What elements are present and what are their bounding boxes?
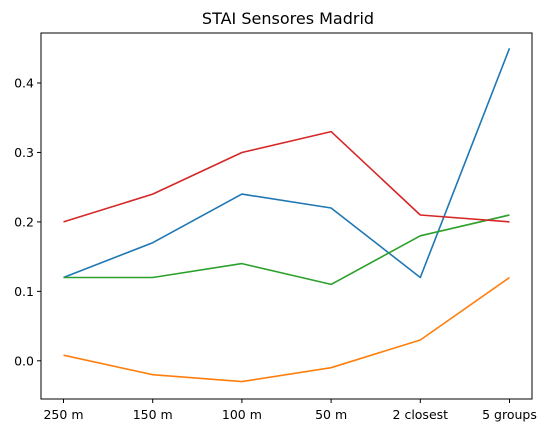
series-line-4 (63, 130, 510, 223)
plot-frame (40, 32, 533, 400)
axes-layer: 250 m 150 m 100 m 50 m 2 closest 5 groups 0.0 0… (14, 32, 537, 422)
chart-title: STAI Sensores Madrid (202, 9, 374, 28)
x-tick-label: 250 m (43, 407, 83, 422)
y-tick-label: 0.3 (14, 145, 34, 160)
series-layer (63, 48, 511, 383)
y-tick-label: 0.0 (14, 353, 34, 368)
y-tick-label: 0.4 (14, 76, 34, 91)
x-tick-label: 2 closest (393, 407, 449, 422)
x-tick-label: 150 m (133, 407, 173, 422)
x-tick-label: 100 m (222, 407, 262, 422)
y-tick-label: 0.1 (14, 284, 34, 299)
series-line-3 (63, 214, 510, 286)
series-line-2 (63, 276, 510, 383)
x-tick-label: 50 m (315, 407, 347, 422)
series-line-1 (63, 48, 511, 279)
y-tick-label: 0.2 (14, 214, 34, 229)
x-tick-label: 5 groups (482, 407, 537, 422)
